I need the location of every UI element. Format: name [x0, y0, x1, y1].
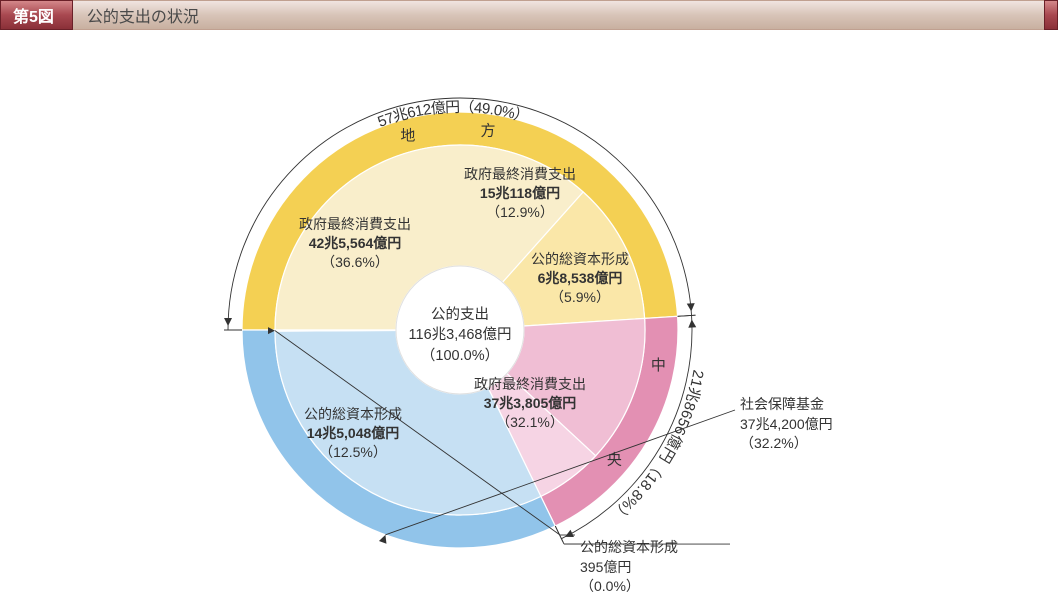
svg-text:地: 地 [400, 127, 415, 144]
center-label: 公的支出 116兆3,468億円 （100.0%） [400, 305, 520, 366]
svg-text:方: 方 [481, 122, 496, 139]
pie-chart: 地方中央57兆612億円（49.0%）21兆8656億円（18.8%） 公的支出… [0, 30, 1058, 605]
svg-text:中: 中 [651, 357, 666, 374]
center-pct: （100.0%） [421, 348, 499, 364]
figure-header: 第5図 公的支出の状況 [0, 0, 1058, 30]
svg-text:央: 央 [607, 452, 622, 469]
slice-label-4: 政府最終消費支出 37兆3,805億円 （32.1%） [445, 375, 615, 432]
center-value: 116兆3,468億円 [409, 327, 512, 343]
pie-svg: 地方中央57兆612億円（49.0%）21兆8656億円（18.8%） [0, 30, 1058, 605]
center-title: 公的支出 [431, 307, 489, 323]
slice-label-3: 公的総資本形成 6兆8,538億円 （5.9%） [510, 250, 650, 307]
slice-label-0: 政府最終消費支出 42兆5,564億円 （36.6%） [270, 215, 440, 272]
ext-label-shaho: 社会保障基金 37兆4,200億円 （32.2%） [740, 395, 833, 454]
header-cap [1044, 0, 1058, 30]
ext-label-tiny: 公的総資本形成 395億円 （0.0%） [580, 538, 678, 597]
slice-label-1: 公的総資本形成 14兆5,048億円 （12.5%） [268, 405, 438, 462]
figure-title: 公的支出の状況 [73, 0, 1044, 30]
figure-number-badge: 第5図 [0, 0, 73, 30]
slice-label-2: 政府最終消費支出 15兆118億円 （12.9%） [440, 165, 600, 222]
